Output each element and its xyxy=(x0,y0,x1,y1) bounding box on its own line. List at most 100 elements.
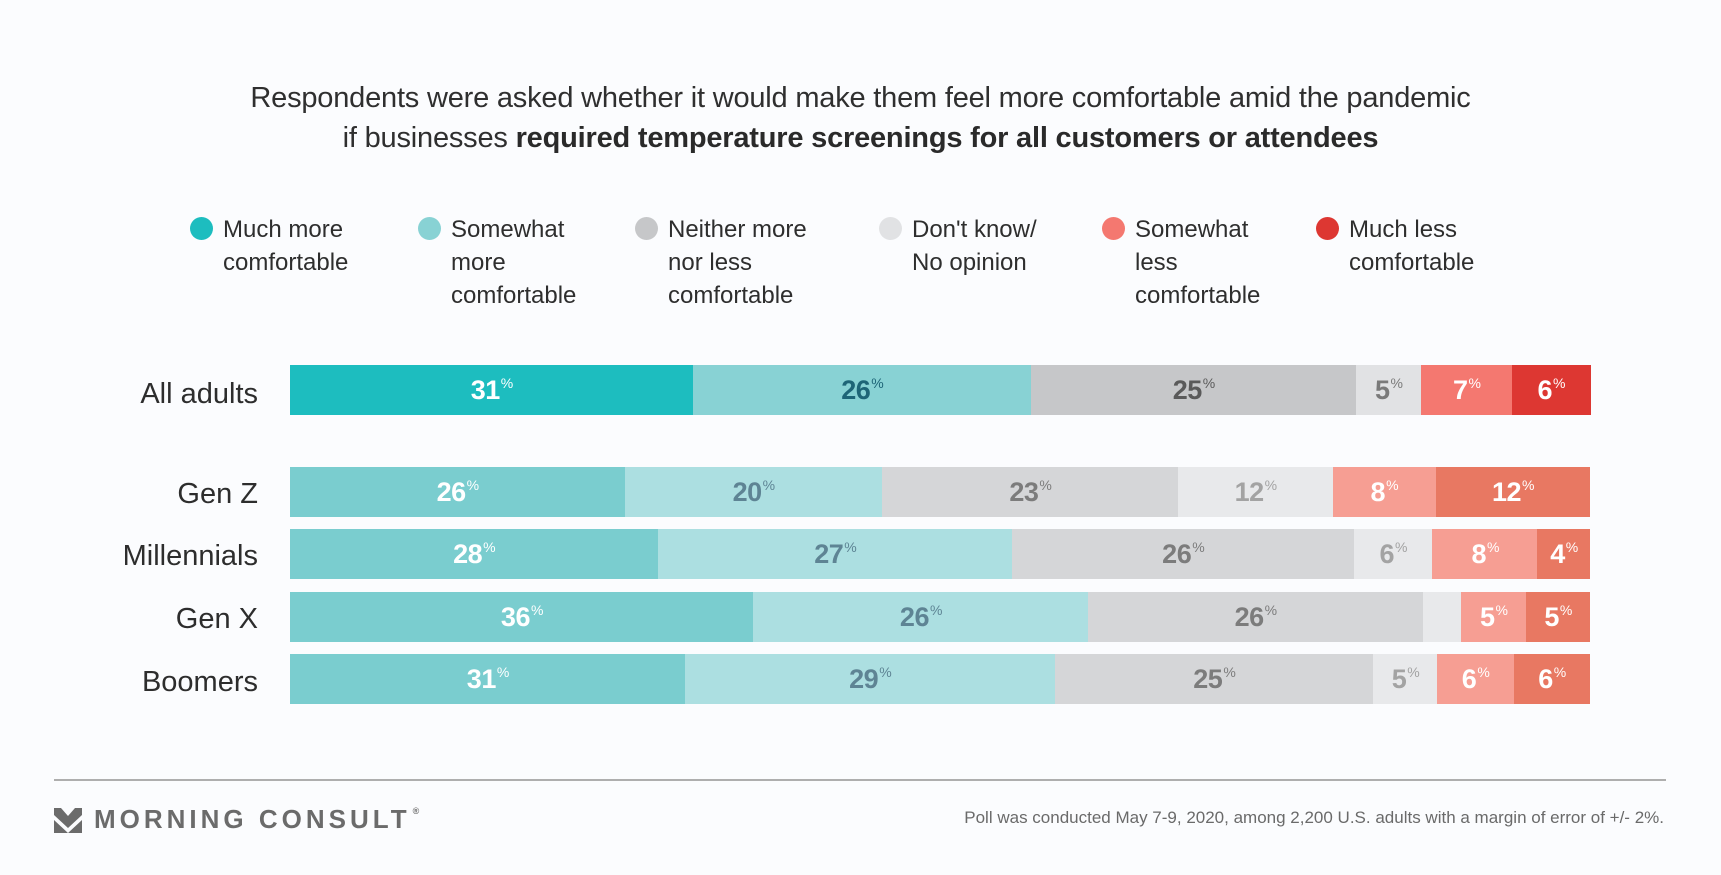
bar-segment-don-t-know-no-opinion: 5% xyxy=(1356,365,1422,415)
bar-segment-don-t-know-no-opinion: 12% xyxy=(1178,467,1334,517)
data-label: 20% xyxy=(732,476,775,507)
row-label-gen-x: Gen X xyxy=(175,603,258,635)
data-label: 5% xyxy=(1375,374,1403,405)
legend-item-much-less: Much less comfortable xyxy=(1316,213,1474,279)
title-line-1: Respondents were asked whether it would … xyxy=(250,82,1471,114)
bar-segment-much-more-comfortable: 36% xyxy=(290,592,754,642)
legend-item-somewhat-more: Somewhat more comfortable xyxy=(418,213,576,312)
bar-segment-somewhat-more-comfortable: 26% xyxy=(753,592,1089,642)
legend-item-much-more: Much more comfortable xyxy=(190,213,348,279)
bar-millennials: 28% 27% 26% 6% 8% 4% xyxy=(290,529,1591,579)
data-label: 25% xyxy=(1172,374,1215,405)
bar-gen-x: 36% 26% 26% 5% 5% xyxy=(290,592,1591,642)
data-label: 26% xyxy=(436,476,479,507)
legend-label: Somewhat more comfortable xyxy=(451,216,577,309)
bar-gen-z: 26% 20% 23% 12% 8% 12% xyxy=(290,467,1591,517)
legend-dot-icon xyxy=(190,217,213,240)
data-label: 4% xyxy=(1550,538,1578,569)
brand-name: MORNING CONSULT ® xyxy=(94,804,423,835)
bar-segment-neither-more-nor-less-comfortable: 25% xyxy=(1054,654,1374,704)
brand-logo: MORNING CONSULT ® xyxy=(54,804,423,835)
legend-label: Much less comfortable xyxy=(1349,216,1475,276)
data-label: 31% xyxy=(466,663,509,694)
row-label-all-adults: All adults xyxy=(140,378,258,410)
data-label: 26% xyxy=(899,601,942,632)
data-label: 25% xyxy=(1193,663,1236,694)
bar-boomers: 31% 29% 25% 5% 6% 6% xyxy=(290,654,1591,704)
bar-segment-much-more-comfortable: 31% xyxy=(290,365,694,415)
bar-segment-neither-more-nor-less-comfortable: 23% xyxy=(882,467,1179,517)
bar-segment-neither-more-nor-less-comfortable: 26% xyxy=(1088,592,1424,642)
data-label: 12% xyxy=(1492,476,1534,507)
bar-segment-much-less-comfortable: 4% xyxy=(1537,529,1591,579)
bar-segment-don-t-know-no-opinion: 5% xyxy=(1373,654,1438,704)
registered-mark: ® xyxy=(412,806,424,816)
legend-item-neither: Neither more nor less comfortable xyxy=(635,213,807,312)
data-label: 36% xyxy=(500,601,543,632)
data-label: 6% xyxy=(1537,374,1566,405)
bar-segment-much-less-comfortable: 6% xyxy=(1513,654,1591,704)
bar-segment-much-more-comfortable: 26% xyxy=(290,467,626,517)
bar-segment-neither-more-nor-less-comfortable: 25% xyxy=(1031,365,1357,415)
data-label: 6% xyxy=(1379,538,1408,569)
data-label: 28% xyxy=(453,538,496,569)
title-line-2-plain: if businesses xyxy=(342,122,516,154)
bar-segment-somewhat-more-comfortable: 27% xyxy=(657,529,1013,579)
title-line-2-bold: required temperature screenings for all … xyxy=(515,122,1379,154)
data-label: 5% xyxy=(1391,663,1420,694)
title-line-2: if businesses required temperature scree… xyxy=(0,118,1721,158)
bar-segment-much-less-comfortable: 12% xyxy=(1435,467,1591,517)
poll-footnote: Poll was conducted May 7-9, 2020, among … xyxy=(964,808,1664,827)
data-label: 8% xyxy=(1471,538,1499,569)
bar-segment-somewhat-more-comfortable: 29% xyxy=(685,654,1056,704)
bar-segment-somewhat-less-comfortable: 8% xyxy=(1432,529,1538,579)
legend-item-somewhat-less: Somewhat less comfortable xyxy=(1102,213,1260,312)
legend-dot-icon xyxy=(1316,217,1339,240)
morning-consult-logo-icon xyxy=(54,807,82,833)
bar-segment-much-less-comfortable: 6% xyxy=(1512,365,1591,415)
bar-segment-somewhat-more-comfortable: 26% xyxy=(693,365,1032,415)
data-label: 26% xyxy=(841,374,884,405)
data-label: 5% xyxy=(1479,601,1508,632)
legend: Much more comfortable Somewhat more comf… xyxy=(0,213,1721,313)
data-label: 27% xyxy=(814,538,857,569)
chart-title: Respondents were asked whether it would … xyxy=(0,78,1721,158)
footer-divider xyxy=(54,779,1666,781)
data-label: 7% xyxy=(1453,374,1481,405)
legend-label: Neither more nor less comfortable xyxy=(668,216,807,309)
bar-segment-somewhat-less-comfortable: 8% xyxy=(1332,467,1437,517)
legend-label: Much more comfortable xyxy=(223,216,349,276)
legend-dot-icon xyxy=(635,217,658,240)
bar-all-adults: 31% 26% 25% 5% 7% 6% xyxy=(290,365,1591,415)
legend-label: Don't know/ No opinion xyxy=(912,216,1037,276)
legend-dot-icon xyxy=(879,217,902,240)
legend-dot-icon xyxy=(418,217,441,240)
bar-segment-somewhat-less-comfortable: 7% xyxy=(1421,365,1513,415)
row-label-boomers: Boomers xyxy=(141,666,258,698)
legend-item-dont-know: Don't know/ No opinion xyxy=(879,213,1037,279)
legend-label: Somewhat less comfortable xyxy=(1135,216,1261,309)
row-label-millennials: Millennials xyxy=(122,540,258,572)
bar-segment-somewhat-less-comfortable: 6% xyxy=(1437,654,1515,704)
data-label: 5% xyxy=(1544,601,1572,632)
data-label: 6% xyxy=(1461,663,1490,694)
bar-segment-neither-more-nor-less-comfortable: 26% xyxy=(1012,529,1355,579)
bar-segment-somewhat-more-comfortable: 20% xyxy=(624,467,883,517)
data-label: 6% xyxy=(1538,663,1566,694)
bar-segment-don-t-know-no-opinion: 6% xyxy=(1353,529,1433,579)
data-label: 31% xyxy=(470,374,513,405)
bar-segment-much-more-comfortable: 28% xyxy=(290,529,659,579)
data-label: 23% xyxy=(1009,476,1052,507)
bar-segment-much-less-comfortable: 5% xyxy=(1525,592,1591,642)
bar-segment-much-more-comfortable: 31% xyxy=(290,654,686,704)
data-label: 26% xyxy=(1162,538,1205,569)
data-label: 12% xyxy=(1234,476,1277,507)
data-label: 8% xyxy=(1370,476,1399,507)
brand-name-text: MORNING CONSULT xyxy=(94,804,411,834)
data-label: 26% xyxy=(1234,601,1277,632)
data-label: 29% xyxy=(849,663,892,694)
bar-segment-somewhat-less-comfortable: 5% xyxy=(1461,592,1527,642)
bar-segment-don-t-know-no-opinion xyxy=(1422,592,1462,642)
legend-dot-icon xyxy=(1102,217,1125,240)
row-label-gen-z: Gen Z xyxy=(177,478,258,510)
